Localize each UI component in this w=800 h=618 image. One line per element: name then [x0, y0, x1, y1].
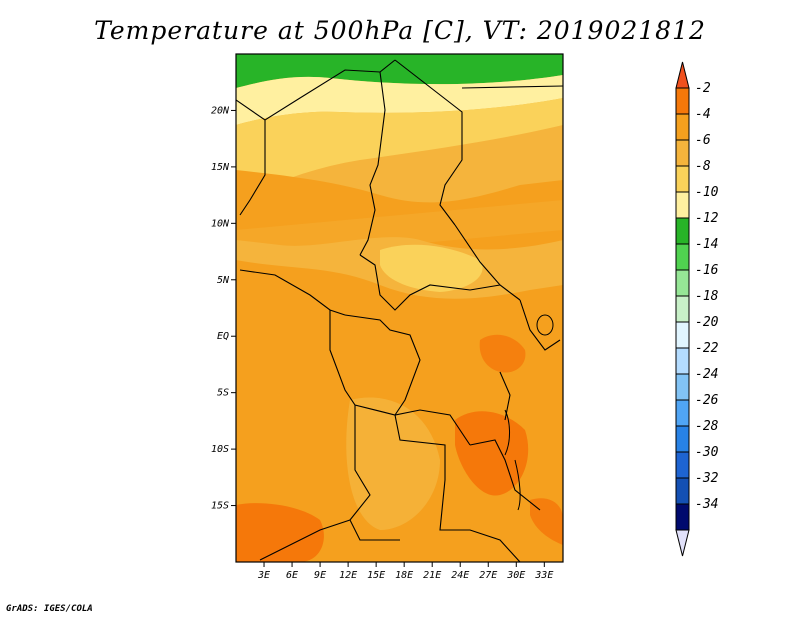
- colorbar-label: -32: [695, 471, 719, 486]
- x-tick-label: 6E: [286, 570, 298, 581]
- y-tick-label: 5S: [217, 388, 229, 399]
- colorbar-label: -18: [695, 289, 719, 304]
- colorbar-label: -8: [695, 159, 711, 174]
- colorbar-swatch: [675, 295, 690, 323]
- colorbar-label: -12: [695, 211, 719, 226]
- x-tick-label: 27E: [479, 570, 497, 581]
- y-tick-label: 10S: [211, 444, 229, 455]
- colorbar-swatch: [675, 373, 690, 401]
- x-tick-label: 21E: [423, 570, 441, 581]
- y-tick-label: 5N: [217, 275, 230, 286]
- colorbar-swatch: [675, 451, 690, 479]
- colorbar-swatch: [675, 139, 690, 167]
- colorbar-swatch: [675, 477, 690, 505]
- x-tick-label: 24E: [451, 570, 469, 581]
- colorbar-label: -34: [695, 497, 718, 512]
- x-axis-ticks: 3E 6E 9E 12E 15E 18E 21E 24E 27E 30E 33E: [257, 562, 553, 581]
- y-tick-label: EQ: [217, 331, 229, 342]
- colorbar-swatch: [675, 165, 690, 193]
- colorbar-label: -10: [695, 185, 719, 200]
- x-tick-label: 30E: [506, 570, 525, 581]
- colorbar-label: -16: [695, 263, 719, 278]
- colorbar-swatch: [675, 321, 690, 349]
- colorbar-label: -28: [695, 419, 719, 434]
- map-frame: [235, 53, 564, 563]
- colorbar-label: -22: [695, 341, 719, 356]
- colorbar-swatch: [675, 243, 690, 271]
- colorbar-swatch: [675, 87, 690, 115]
- y-tick-label: 10N: [211, 218, 230, 229]
- colorbar-swatch: [675, 425, 690, 453]
- country-boundaries: [236, 59, 563, 562]
- x-tick-label: 9E: [314, 570, 326, 581]
- x-tick-label: 33E: [534, 570, 553, 581]
- colorbar: -2 -4 -6 -8 -10 -12 -14 -16 -18 -20 -22 -24 -26 -28 -3…: [675, 61, 719, 557]
- colorbar-label: -6: [695, 133, 711, 148]
- y-tick-label: 20N: [211, 105, 230, 116]
- colorbar-swatch: [675, 399, 690, 427]
- colorbar-label: -20: [695, 315, 719, 330]
- colorbar-swatch: [675, 347, 690, 375]
- colorbar-swatch: [675, 191, 690, 219]
- colorbar-swatch: [675, 503, 690, 531]
- y-tick-label: 15N: [211, 162, 230, 173]
- x-tick-label: 15E: [367, 570, 385, 581]
- colorbar-swatch: [675, 113, 690, 141]
- x-tick-label: 3E: [257, 570, 270, 581]
- colorbar-label: -24: [695, 367, 718, 382]
- colorbar-label: -14: [695, 237, 718, 252]
- colorbar-swatch: [675, 217, 690, 245]
- colorbar-label: -2: [695, 81, 711, 96]
- lakes: [504, 314, 554, 511]
- colorbar-swatch: [675, 269, 690, 297]
- colorbar-label: -30: [695, 445, 719, 460]
- colorbar-swatch: [675, 529, 690, 557]
- y-axis-ticks: 20N 15N 10N 5N EQ 5S 10S 15S: [211, 105, 236, 512]
- grads-credit: GrADS: IGES/COLA: [6, 604, 93, 614]
- colorbar-label: -4: [695, 107, 711, 122]
- x-tick-label: 18E: [395, 570, 413, 581]
- y-tick-label: 15S: [211, 501, 229, 512]
- colorbar-swatch: [675, 61, 690, 89]
- temperature-field: [236, 54, 563, 562]
- chart-title: Temperature at 500hPa [C], VT: 201902181…: [94, 16, 706, 45]
- colorbar-label: -26: [695, 393, 719, 408]
- x-tick-label: 12E: [339, 570, 357, 581]
